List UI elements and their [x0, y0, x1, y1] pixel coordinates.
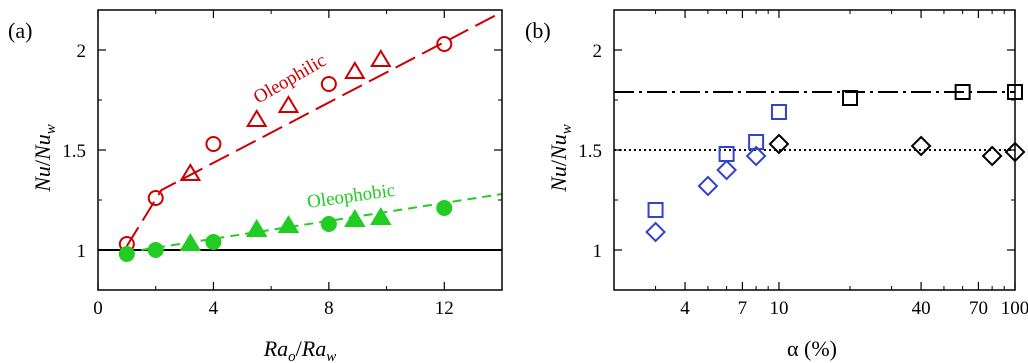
panel-b-label: (b): [525, 18, 551, 43]
panel-a-x-tick-label: 12: [435, 298, 454, 319]
panel-a-series-2-point: [147, 242, 164, 258]
panel-b-x-tick-label: 70: [969, 298, 988, 319]
panel-a-y-tick-label: 1: [77, 241, 87, 262]
panel-b-series-0-point: [770, 104, 787, 120]
panel-a-series-0-point: [147, 190, 164, 206]
panel-a-series-2-point: [205, 234, 222, 250]
panel-a-series-3-point: [277, 215, 300, 233]
panel-b-y-axis-label: Nu/Nuw: [546, 124, 575, 193]
panel-b-x-tick-label: 40: [912, 298, 931, 319]
panel-a-series-3-point: [344, 209, 366, 227]
panel-b-y-tick-label: 1: [593, 241, 603, 262]
panel-b-series-3-point: [1004, 141, 1026, 163]
panel-b-x-tick-label: 7: [738, 298, 748, 319]
panel-a-x-tick-label: 4: [209, 298, 219, 319]
panel-a-x-axis-label: Rao/Raw: [263, 336, 337, 363]
panel-b-series-2-point: [842, 90, 859, 106]
panel-b-series-0-point: [718, 146, 735, 162]
panel-a-y-axis-label: Nu/Nuw: [30, 124, 59, 193]
panel-b-x-tick-label: 10: [769, 298, 788, 319]
panel-b-series-0-point: [748, 134, 765, 150]
panel-a-label: (a): [8, 18, 32, 43]
panel-a-series-0-point: [436, 36, 453, 52]
panel-b-x-tick-label: 100: [1001, 298, 1028, 319]
panel-b-series-1-point: [716, 159, 738, 181]
panel-b-series-3-point: [768, 133, 790, 155]
panel-a-series-1-point: [245, 109, 268, 127]
panel-b-series-2-point: [1007, 84, 1023, 100]
panel-a-series-0-point: [320, 76, 337, 92]
panel-a-y-tick-label: 2: [77, 41, 87, 62]
panel-a-series-3-point: [370, 207, 392, 225]
panel-a-series-1-point: [179, 163, 202, 181]
panel-b-x-tick-label: 4: [680, 298, 690, 319]
panel-b-series-2-point: [954, 84, 971, 100]
panel-a-series-0-point: [205, 136, 222, 152]
panel-a-series-2-point: [118, 246, 135, 262]
panel-a-x-tick-label: 0: [93, 298, 103, 319]
panel-b-series-1-point: [745, 145, 767, 167]
panel-a-series-2-point: [320, 216, 337, 232]
panel-b-series-3-point: [910, 135, 932, 157]
panel-a-fit-line-0: [126, 11, 503, 247]
panel-b-series-1-point: [697, 175, 719, 197]
panel-b: (b) 4 7 10 40 70 100 1 1.5 2 α (%) Nu/Nuw: [525, 9, 1028, 361]
annotation-oleophobic: Oleophobic: [306, 180, 397, 213]
panel-a-series-3-point: [245, 219, 268, 237]
panel-b-series-1-point: [645, 221, 666, 243]
panel-b-x-axis-label: α (%): [787, 336, 837, 361]
panel-b-series-0-point: [647, 202, 664, 218]
panel-a-series-3-point: [179, 233, 202, 251]
panel-a-series-1-point: [277, 95, 300, 113]
panel-a-y-tick-label: 1.5: [62, 141, 86, 162]
panel-a-x-tick-label: 8: [324, 298, 334, 319]
panel-b-series-3-point: [981, 145, 1003, 167]
panel-b-y-tick-label: 1.5: [578, 141, 602, 162]
panel-a-series-2-point: [436, 200, 453, 216]
panel-a-series-1-point: [344, 61, 366, 79]
panel-b-y-tick-label: 2: [593, 41, 603, 62]
panel-a-series-1-point: [370, 49, 392, 67]
